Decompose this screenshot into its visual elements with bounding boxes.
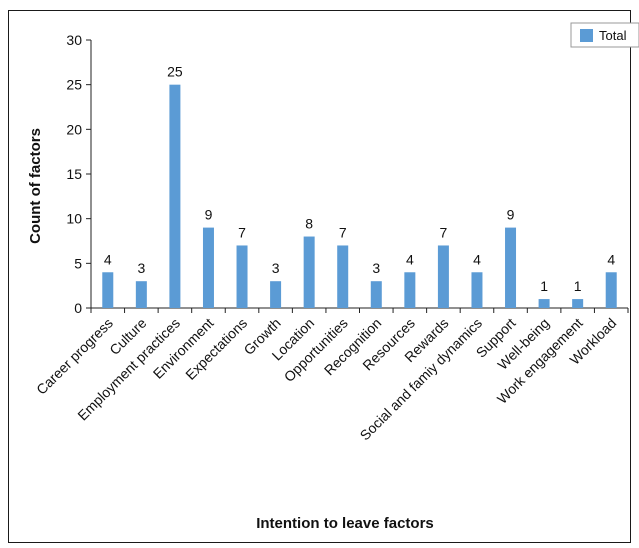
bar-value-label: 9 <box>205 207 213 223</box>
bar-value-label: 3 <box>372 260 380 276</box>
bar-value-label: 7 <box>339 224 347 240</box>
bar <box>605 272 617 308</box>
bar <box>437 245 449 308</box>
y-tick-label: 20 <box>66 121 82 137</box>
bar-value-label: 3 <box>272 260 280 276</box>
bar-value-label: 1 <box>540 278 548 294</box>
bar-value-label: 8 <box>305 216 313 232</box>
bar <box>337 245 349 308</box>
bar <box>572 299 584 308</box>
bar <box>135 281 147 308</box>
bar <box>370 281 382 308</box>
bar-value-label: 4 <box>104 251 112 267</box>
y-axis-title: Count of factors <box>27 128 44 244</box>
y-tick-label: 5 <box>74 255 82 271</box>
bar <box>505 227 517 308</box>
bar-value-label: 1 <box>574 278 582 294</box>
data-labels: 4 3 25 9 7 3 8 7 3 4 7 4 9 1 1 4 <box>104 64 615 294</box>
x-axis-title: Intention to leave factors <box>256 515 434 532</box>
bar-value-label: 25 <box>167 64 183 80</box>
bar <box>169 84 181 309</box>
y-tick-label: 10 <box>66 211 82 227</box>
bar-value-label: 9 <box>507 207 515 223</box>
bar-value-label: 4 <box>406 251 414 267</box>
bar-value-label: 7 <box>238 224 246 240</box>
bar <box>202 227 214 308</box>
bars <box>102 84 617 309</box>
bar <box>404 272 416 308</box>
bar <box>471 272 483 308</box>
y-axis: 0 5 10 15 20 25 30 <box>66 32 92 316</box>
y-tick-label: 30 <box>66 32 82 48</box>
y-tick-label: 15 <box>66 166 82 182</box>
bar <box>102 272 114 308</box>
bar <box>303 236 315 308</box>
bar <box>270 281 282 308</box>
bar-value-label: 4 <box>607 251 615 267</box>
legend-swatch <box>580 29 593 42</box>
legend-label: Total <box>599 28 627 43</box>
bar <box>236 245 248 308</box>
bar-value-label: 4 <box>473 251 481 267</box>
legend: Total <box>570 22 639 48</box>
bar-value-label: 3 <box>137 260 145 276</box>
bar <box>538 299 550 308</box>
y-tick-label: 0 <box>74 300 82 316</box>
y-tick-label: 25 <box>66 77 82 93</box>
bar-value-label: 7 <box>440 224 448 240</box>
